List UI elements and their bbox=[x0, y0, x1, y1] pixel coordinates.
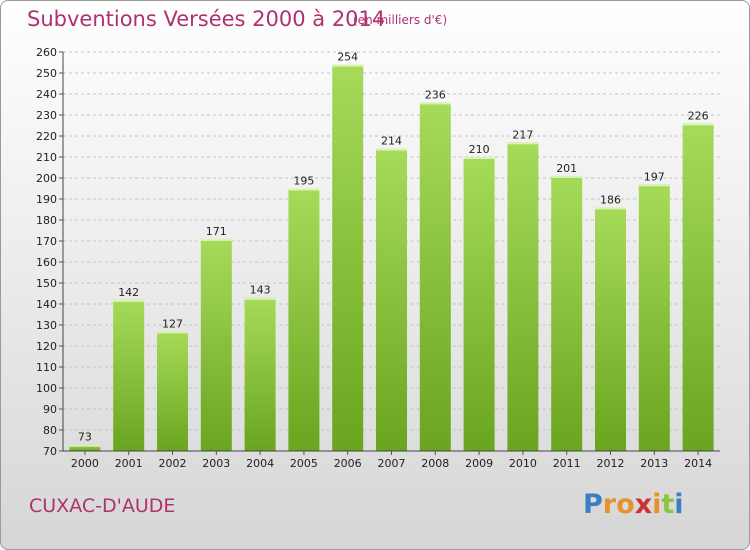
y-tick-label: 70 bbox=[43, 445, 57, 458]
bar-2012 bbox=[595, 207, 626, 451]
logo-letter: t bbox=[661, 489, 675, 520]
bar-highlight bbox=[157, 331, 188, 334]
data-label-2003: 171 bbox=[206, 225, 227, 238]
data-label-2011: 201 bbox=[556, 162, 577, 175]
bar-2013 bbox=[638, 184, 670, 452]
x-tick-label: 2009 bbox=[465, 457, 493, 470]
x-tick-label: 2014 bbox=[684, 457, 712, 470]
y-tick-label: 160 bbox=[36, 256, 57, 269]
data-label-2010: 217 bbox=[512, 128, 533, 141]
bar-2001 bbox=[113, 299, 145, 451]
bar-highlight bbox=[551, 175, 583, 178]
data-label-2000: 73 bbox=[78, 431, 92, 444]
bar-highlight bbox=[507, 142, 539, 145]
data-label-2002: 127 bbox=[162, 317, 183, 330]
x-tick-label: 2006 bbox=[334, 457, 362, 470]
bar-2002 bbox=[157, 331, 188, 451]
x-tick-label: 2003 bbox=[202, 457, 230, 470]
y-tick-label: 220 bbox=[36, 130, 57, 143]
logo-letter: x bbox=[634, 489, 653, 520]
y-tick-label: 80 bbox=[43, 424, 57, 437]
bar-2011 bbox=[551, 175, 583, 451]
y-tick-label: 100 bbox=[36, 382, 57, 395]
bar-2000 bbox=[69, 444, 101, 451]
data-label-2009: 210 bbox=[469, 143, 490, 156]
x-tick-label: 2004 bbox=[246, 457, 274, 470]
data-labels: 73 142 127 171 143 195 254 214 236 210 217 201 186 19… bbox=[78, 51, 709, 444]
data-label-2006: 254 bbox=[337, 51, 358, 64]
data-label-2007: 214 bbox=[381, 135, 402, 148]
data-label-2013: 197 bbox=[644, 170, 665, 183]
x-tick-label: 2008 bbox=[421, 457, 449, 470]
x-tick-label: 2013 bbox=[640, 457, 668, 470]
x-tick-label: 2011 bbox=[553, 457, 581, 470]
y-tick-label: 150 bbox=[36, 277, 57, 290]
data-label-2008: 236 bbox=[425, 88, 446, 101]
y-tick-label: 90 bbox=[43, 403, 57, 416]
data-label-2005: 195 bbox=[293, 175, 314, 188]
bar-highlight bbox=[332, 64, 364, 67]
logo-letter: r bbox=[602, 489, 617, 520]
bar-2014 bbox=[682, 123, 714, 452]
x-tick-label: 2002 bbox=[159, 457, 187, 470]
proxiti-logo[interactable]: Proxiti bbox=[583, 489, 684, 520]
y-tick-label: 260 bbox=[36, 46, 57, 59]
bar-highlight bbox=[69, 444, 101, 447]
x-tick-label: 2000 bbox=[71, 457, 99, 470]
y-tick-label: 140 bbox=[36, 298, 57, 311]
logo-letter: o bbox=[616, 489, 635, 520]
data-label-2001: 142 bbox=[118, 286, 139, 299]
y-tick-label: 170 bbox=[36, 235, 57, 248]
x-tick-label: 2005 bbox=[290, 457, 318, 470]
y-tick-label: 120 bbox=[36, 340, 57, 353]
bar-highlight bbox=[682, 123, 714, 126]
bar-2007 bbox=[376, 148, 407, 451]
bar-highlight bbox=[200, 238, 232, 241]
data-label-2012: 186 bbox=[600, 193, 621, 206]
y-axis-ticks: 70 80 90 100 110 120 130 140 150 160 170 180 190 200 2… bbox=[36, 46, 63, 458]
bar-highlight bbox=[288, 188, 320, 191]
bar-2009 bbox=[463, 157, 495, 451]
bar-highlight bbox=[638, 184, 670, 187]
data-label-2004: 143 bbox=[250, 284, 271, 297]
x-tick-label: 2010 bbox=[509, 457, 537, 470]
chart-subtitle: (en milliers d'€) bbox=[353, 13, 448, 27]
bar-highlight bbox=[113, 299, 145, 302]
y-tick-label: 180 bbox=[36, 214, 57, 227]
bar-2008 bbox=[419, 102, 451, 452]
bar-2005 bbox=[288, 188, 320, 451]
x-tick-label: 2012 bbox=[597, 457, 625, 470]
y-tick-label: 230 bbox=[36, 109, 57, 122]
y-tick-label: 210 bbox=[36, 151, 57, 164]
chart-title: Subventions Versées 2000 à 2014 bbox=[27, 7, 386, 31]
bar-2010 bbox=[507, 142, 539, 452]
bar-2006 bbox=[332, 64, 364, 451]
bar-highlight bbox=[463, 157, 495, 159]
bars bbox=[69, 64, 714, 452]
logo-letter: i bbox=[652, 489, 662, 520]
bar-highlight bbox=[595, 207, 626, 210]
logo-letter: P bbox=[583, 489, 603, 520]
data-label-2014: 226 bbox=[688, 109, 709, 122]
y-tick-label: 250 bbox=[36, 67, 57, 80]
y-tick-label: 240 bbox=[36, 88, 57, 101]
y-tick-label: 190 bbox=[36, 193, 57, 206]
y-tick-label: 110 bbox=[36, 361, 57, 374]
bar-highlight bbox=[376, 148, 407, 151]
commune-name: CUXAC-D'AUDE bbox=[29, 495, 176, 517]
logo-letter: i bbox=[674, 489, 684, 520]
y-tick-label: 130 bbox=[36, 319, 57, 332]
bar-2003 bbox=[200, 238, 232, 451]
y-tick-label: 200 bbox=[36, 172, 57, 185]
bar-highlight bbox=[244, 297, 276, 300]
bar-2004 bbox=[244, 297, 276, 451]
bar-highlight bbox=[419, 102, 451, 105]
x-tick-label: 2001 bbox=[115, 457, 143, 470]
x-axis-ticks: 2000 2001 2002 2003 2004 2005 2006 2007 2008 2009… bbox=[71, 451, 712, 470]
x-tick-label: 2007 bbox=[378, 457, 406, 470]
